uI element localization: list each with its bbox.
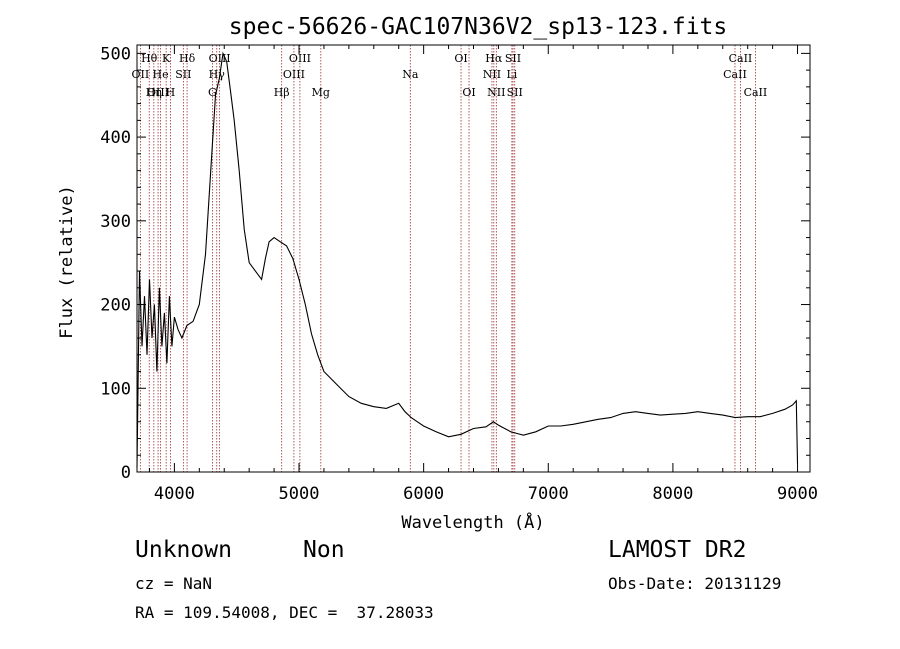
- line-label: OIII: [283, 68, 305, 81]
- line-label: SII: [175, 68, 191, 81]
- line-label: Hα: [485, 52, 503, 65]
- y-tick-label: 100: [100, 379, 131, 399]
- coordinates-text: RA = 109.54008, DEC = 37.28033: [135, 603, 434, 622]
- y-tick-label: 500: [100, 44, 131, 64]
- object-subclass: Non: [303, 537, 345, 563]
- line-label: OIII: [289, 52, 311, 65]
- chart-title: spec-56626-GAC107N36V2_sp13-123.fits: [229, 14, 728, 40]
- x-tick-label: 7000: [528, 484, 569, 504]
- line-label: H: [166, 86, 176, 99]
- line-label: NII: [487, 86, 505, 99]
- spectral-line-labels: Hθ OII OIII He Hη K H SII Hδ G OIII Hγ Hβ OIII OIII Mg N…: [132, 52, 768, 99]
- line-label: Li: [506, 68, 517, 81]
- line-label: OIII: [209, 52, 231, 65]
- line-label: CaII: [744, 86, 768, 99]
- obs-date-text: Obs-Date: 20131129: [608, 574, 782, 593]
- line-label: SII: [505, 52, 521, 65]
- x-axis-label: Wavelength (Å): [401, 511, 544, 533]
- y-tick-label: 300: [100, 212, 131, 232]
- object-class: Unknown: [135, 537, 232, 563]
- line-label: Mg: [312, 86, 330, 99]
- y-tick-label: 400: [100, 128, 131, 148]
- redshift-text: cz = NaN: [135, 574, 213, 593]
- line-label: OII: [132, 68, 150, 81]
- x-tick-label: 8000: [652, 484, 693, 504]
- plot-frame: [136, 44, 811, 473]
- line-label: He: [153, 68, 169, 81]
- line-label: Na: [402, 68, 419, 81]
- line-label: Hδ: [179, 52, 196, 65]
- spectral-line-markers: [139, 45, 756, 472]
- line-label: Hβ: [274, 86, 290, 99]
- y-tick-label: 200: [100, 296, 131, 316]
- line-label: K: [162, 52, 171, 65]
- survey-name: LAMOST DR2: [608, 537, 747, 563]
- line-label: OIII: [147, 86, 169, 99]
- line-label: NII: [483, 68, 501, 81]
- y-tick-label: 0: [121, 463, 131, 483]
- spectrum-line: [136, 51, 799, 468]
- x-axis: 4000 5000 6000 7000 8000 9000: [148, 45, 818, 504]
- line-label: SII: [507, 86, 523, 99]
- line-label: Hη: [146, 86, 162, 99]
- y-axis: 0 100 200 300 400 500: [100, 44, 810, 483]
- x-tick-label: 9000: [777, 484, 818, 504]
- line-label: CaII: [729, 52, 753, 65]
- y-axis-label: Flux (relative): [57, 185, 77, 339]
- x-tick-label: 4000: [154, 484, 195, 504]
- line-label: OI: [454, 52, 467, 65]
- spectrum-chart: spec-56626-GAC107N36V2_sp13-123.fits Hθ O…: [57, 14, 818, 533]
- line-label: CaII: [723, 68, 747, 81]
- line-label: Hγ: [209, 68, 226, 81]
- line-label: Hθ: [141, 52, 158, 65]
- line-label: OI: [462, 86, 475, 99]
- line-label: G: [208, 86, 217, 99]
- x-tick-label: 5000: [279, 484, 320, 504]
- x-tick-label: 6000: [403, 484, 444, 504]
